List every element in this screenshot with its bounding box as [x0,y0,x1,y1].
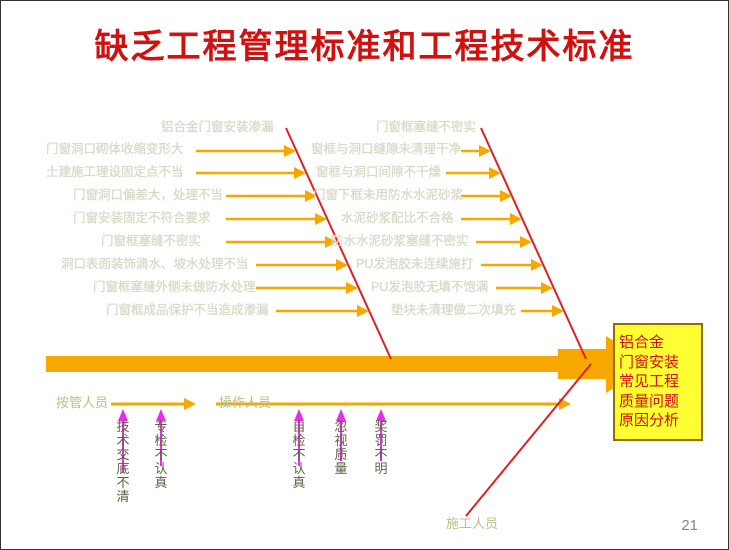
svg-text:施工人员: 施工人员 [446,516,498,531]
result-line: 原因分析 [619,411,697,431]
result-line: 常见工程 [619,372,697,392]
svg-text:质: 质 [334,447,347,462]
svg-text:防水水泥砂浆塞缝不密实: 防水水泥砂浆塞缝不密实 [331,233,469,248]
svg-text:门窗安装固定不符合要求: 门窗安装固定不符合要求 [73,210,211,225]
svg-text:不: 不 [374,447,387,462]
slide-frame: 缺乏工程管理标准和工程技术标准 铝合金门窗安装渗漏门窗框塞缝不密实门窗洞口砌体收… [0,0,729,550]
svg-text:奖: 奖 [374,419,387,434]
svg-text:铝合金门窗安装渗漏: 铝合金门窗安装渗漏 [161,119,274,134]
svg-text:认: 认 [154,461,167,476]
svg-text:门窗洞口砌体收缩变形大: 门窗洞口砌体收缩变形大 [46,141,184,156]
svg-text:垫块未清理做二次填充: 垫块未清理做二次填充 [391,302,516,317]
svg-text:门窗框塞缝不密实: 门窗框塞缝不密实 [101,233,201,248]
svg-text:量: 量 [334,461,347,476]
result-box: 铝合金门窗安装常见工程质量问题原因分析 [613,323,703,441]
svg-text:门窗洞口偏差大，处理不当: 门窗洞口偏差大，处理不当 [73,187,223,202]
svg-text:清: 清 [116,489,129,504]
svg-text:洞口表面装饰滴水、坡水处理不当: 洞口表面装饰滴水、坡水处理不当 [61,256,249,271]
svg-text:PU发泡胶未连续施打: PU发泡胶未连续施打 [356,256,473,271]
svg-text:自: 自 [292,419,305,434]
svg-text:土建施工理设固定点不当: 土建施工理设固定点不当 [46,164,184,179]
result-line: 质量问题 [619,392,697,412]
svg-text:忽: 忽 [334,419,347,434]
svg-text:水泥砂浆配比不合格: 水泥砂浆配比不合格 [341,210,454,225]
svg-text:术: 术 [116,433,129,448]
svg-text:门窗框塞缝不密实: 门窗框塞缝不密实 [376,119,476,134]
svg-text:认: 认 [292,461,305,476]
svg-text:交: 交 [116,447,129,462]
svg-text:按管人员: 按管人员 [56,395,108,410]
svg-text:窗框与洞口间隙不干燥: 窗框与洞口间隙不干燥 [316,165,442,179]
svg-text:窗框与洞口缝隙未清理干净: 窗框与洞口缝隙未清理干净 [311,141,461,156]
result-line: 门窗安装 [619,353,697,373]
fishbone-svg: 铝合金门窗安装渗漏门窗框塞缝不密实门窗洞口砌体收缩变形大土建施工理设固定点不当门… [1,1,729,550]
svg-text:专: 专 [154,419,167,434]
svg-text:不: 不 [292,447,305,462]
result-line: 铝合金 [619,333,697,353]
svg-text:视: 视 [334,433,347,448]
svg-text:真: 真 [154,475,167,490]
svg-text:PU发泡胶无填不饱满: PU发泡胶无填不饱满 [371,279,488,294]
svg-text:检: 检 [292,433,305,448]
svg-text:门窗框塞缝外侧未做防水处理: 门窗框塞缝外侧未做防水处理 [93,279,256,294]
page-number: 21 [681,517,698,534]
svg-text:不: 不 [154,447,167,462]
svg-text:检: 检 [154,433,167,448]
svg-text:门窗下框未用防水水泥砂浆: 门窗下框未用防水水泥砂浆 [313,187,464,202]
svg-text:门窗框成品保护不当造成渗漏: 门窗框成品保护不当造成渗漏 [106,302,269,317]
svg-text:技: 技 [116,419,129,434]
svg-text:明: 明 [374,461,387,476]
svg-text:罚: 罚 [374,433,387,448]
svg-text:操作人员: 操作人员 [219,395,271,410]
svg-text:真: 真 [292,475,305,490]
svg-text:底: 底 [116,461,129,476]
svg-text:不: 不 [116,475,129,490]
